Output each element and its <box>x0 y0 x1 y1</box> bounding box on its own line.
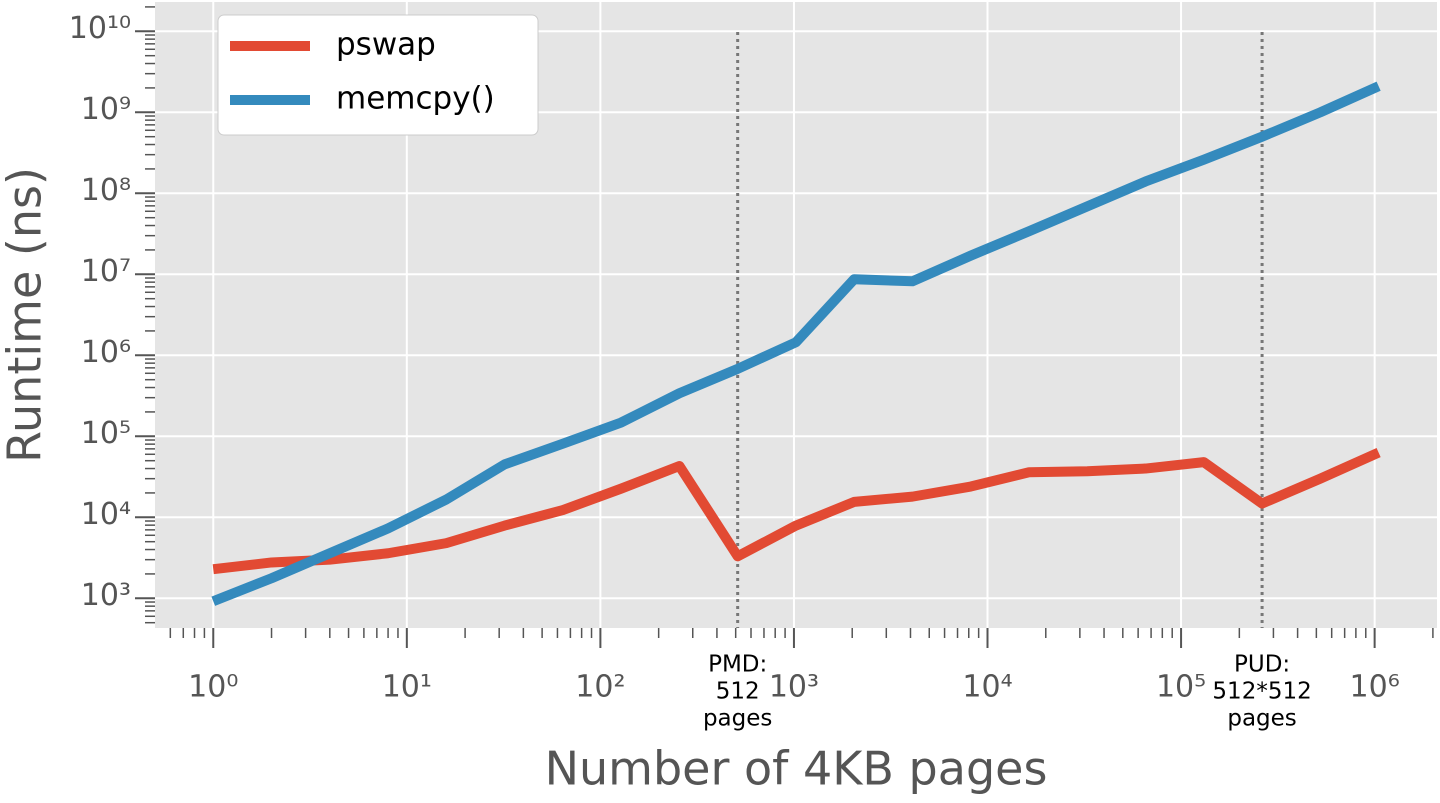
x-tick-label: 10⁴ <box>962 670 1012 705</box>
annotation: 512*512 <box>1212 679 1311 705</box>
y-tick-label: 10⁹ <box>81 92 131 127</box>
y-tick-label: 10³ <box>81 578 131 613</box>
line-series <box>212 447 1381 575</box>
x-tick-label: 10⁵ <box>1156 670 1206 705</box>
x-tick-label: 10² <box>575 670 625 705</box>
y-axis-label: Runtime (ns) <box>0 167 52 463</box>
x-tick-label: 10¹ <box>382 670 432 705</box>
y-tick-label: 10⁶ <box>81 335 131 370</box>
y-tick-label: 10⁵ <box>81 416 131 451</box>
y-tick-label: 10¹⁰ <box>69 11 131 46</box>
annotation: PMD: <box>708 652 767 678</box>
annotation: pages <box>703 706 772 732</box>
legend-label: pswap <box>336 27 436 63</box>
y-tick-label: 10⁸ <box>81 173 131 208</box>
legend: pswap memcpy() <box>217 14 539 136</box>
legend-label: memcpy() <box>336 81 495 117</box>
x-tick-label: 10⁶ <box>1350 670 1400 705</box>
annotation: PUD: <box>1234 652 1290 678</box>
x-tick-label: 10⁰ <box>188 670 238 705</box>
y-tick-label: 10⁷ <box>81 254 131 289</box>
y-tick-label: 10⁴ <box>81 497 131 532</box>
annotation: 512 <box>716 679 760 705</box>
x-axis-label: Number of 4KB pages <box>545 742 1048 796</box>
annotation: pages <box>1227 706 1296 732</box>
line-series <box>211 81 1381 606</box>
x-tick-label: 10³ <box>769 670 819 705</box>
